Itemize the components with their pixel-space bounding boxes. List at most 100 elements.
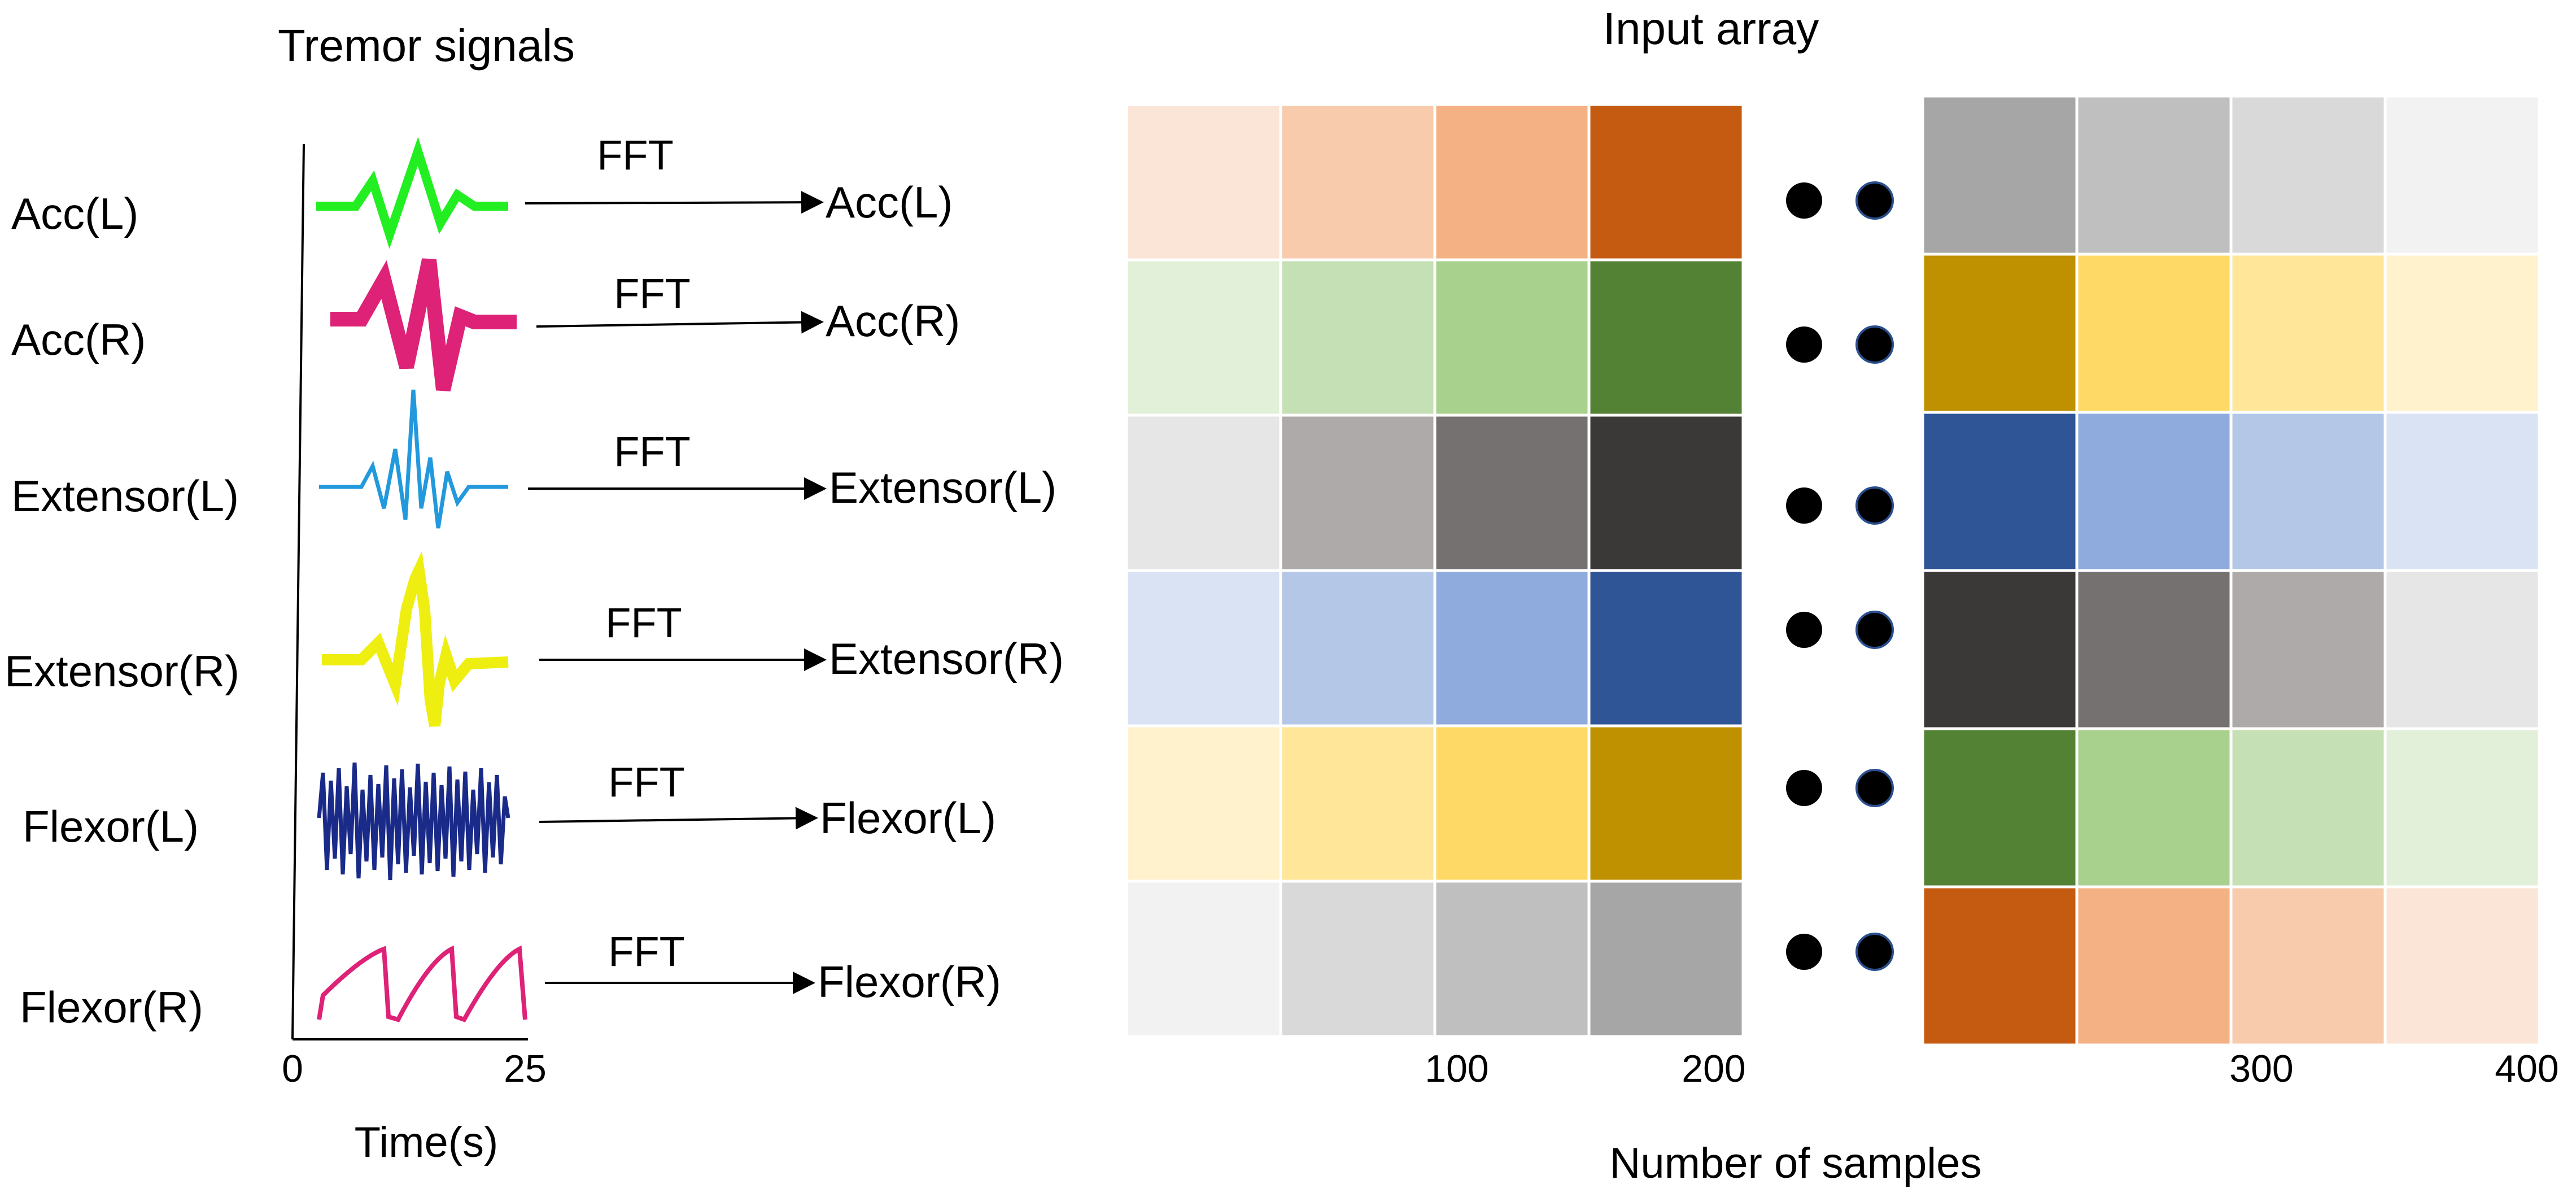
left-block-cell-r3-c1 [1279, 569, 1437, 728]
left-block-cell-r5-c2 [1433, 879, 1591, 1038]
ellipsis-dots [1786, 181, 1894, 971]
right-block-cell-r2-c2 [2229, 411, 2387, 572]
transformed-label-flexor-l: Flexor(L) [820, 793, 996, 843]
samples-x-tick-300: 300 [2229, 1047, 2293, 1090]
row-label-flexor-l: Flexor(L) [23, 802, 199, 851]
row-label-extensor-r: Extensor(R) [5, 646, 239, 696]
right-block-cell-r3-c0 [1921, 569, 2079, 730]
ellipsis-dot [1786, 487, 1822, 524]
right-block-cell-r1-c0 [1921, 252, 2079, 414]
left-block-cell-r0-c0 [1125, 103, 1282, 262]
row-label-acc-l: Acc(L) [11, 189, 138, 238]
left-block-cell-r0-c3 [1587, 103, 1745, 262]
input-array-left-block [1125, 103, 1745, 1038]
ellipsis-dot [1855, 611, 1894, 649]
signal-acc-l [316, 137, 508, 249]
right-block-cell-r4-c1 [2075, 727, 2233, 889]
left-block-cell-r2-c0 [1125, 413, 1282, 572]
row-label-acc-r: Acc(R) [11, 315, 146, 364]
signal-flexor-l [317, 762, 510, 881]
left-block-cell-r4-c0 [1125, 724, 1282, 883]
right-block-cell-r4-c2 [2229, 727, 2387, 889]
left-block-cell-r1-c2 [1433, 258, 1591, 417]
left-block-cell-r1-c0 [1125, 258, 1282, 417]
fft-label: FFT [614, 428, 691, 475]
left-block-cell-r3-c0 [1125, 569, 1282, 728]
right-block-cell-r0-c2 [2229, 94, 2387, 256]
signals-x-tick-0: 0 [282, 1047, 303, 1090]
right-block-cell-r3-c2 [2229, 569, 2387, 730]
ellipsis-dot [1786, 770, 1822, 806]
fft-label: FFT [608, 928, 685, 975]
row-label-extensor-l: Extensor(L) [11, 471, 239, 521]
right-panel-title: Input array [1603, 3, 1819, 54]
left-block-cell-r0-c2 [1433, 103, 1591, 262]
left-block-cell-r1-c3 [1587, 258, 1745, 417]
samples-x-axis-title: Number of samples [1610, 1139, 1982, 1187]
left-block-cell-r5-c1 [1279, 879, 1437, 1038]
left-block-cell-r4-c1 [1279, 724, 1437, 883]
ellipsis-dot [1855, 933, 1894, 971]
fft-label: FFT [608, 759, 685, 806]
fft-arrow-extensor-r: FFT Extensor(R) [539, 599, 1064, 683]
signals-x-axis-title: Time(s) [355, 1118, 499, 1166]
ellipsis-dot [1855, 769, 1894, 807]
ellipsis-dot [1786, 182, 1822, 219]
left-block-cell-r2-c3 [1587, 413, 1745, 572]
fft-label: FFT [597, 132, 674, 178]
samples-x-tick-200: 200 [1682, 1047, 1745, 1090]
signal-extensor-l [319, 389, 508, 529]
left-block-cell-r2-c1 [1279, 413, 1437, 572]
transformed-label-extensor-l: Extensor(L) [829, 463, 1056, 512]
fft-label: FFT [614, 270, 691, 317]
ellipsis-dot [1786, 326, 1822, 363]
right-block-cell-r2-c1 [2075, 411, 2233, 572]
samples-x-tick-100: 100 [1425, 1047, 1488, 1090]
row-label-flexor-r: Flexor(R) [20, 982, 203, 1032]
right-block-cell-r5-c3 [2383, 885, 2541, 1047]
right-block-cell-r3-c1 [2075, 569, 2233, 730]
ellipsis-dot [1855, 325, 1894, 364]
ellipsis-dot [1786, 934, 1822, 970]
left-block-cell-r4-c2 [1433, 724, 1591, 883]
transformed-label-extensor-r: Extensor(R) [829, 634, 1064, 683]
right-block-cell-r2-c0 [1921, 411, 2079, 572]
right-block-cell-r4-c0 [1921, 727, 2079, 889]
fft-arrow-flexor-l: FFT Flexor(L) [539, 759, 996, 843]
right-block-cell-r1-c3 [2383, 252, 2541, 414]
left-block-cell-r4-c3 [1587, 724, 1745, 883]
signals-x-tick-25: 25 [504, 1047, 547, 1090]
right-block-cell-r5-c0 [1921, 885, 2079, 1047]
left-block-cell-r0-c1 [1279, 103, 1437, 262]
left-block-cell-r3-c2 [1433, 569, 1591, 728]
transformed-label-flexor-r: Flexor(R) [818, 957, 1001, 1007]
right-block-cell-r5-c1 [2075, 885, 2233, 1047]
fft-arrow-flexor-r: FFT Flexor(R) [545, 928, 1001, 1007]
samples-x-tick-400: 400 [2495, 1047, 2558, 1090]
left-block-cell-r5-c0 [1125, 879, 1282, 1038]
right-block-cell-r0-c1 [2075, 94, 2233, 256]
signal-flexor-r [317, 945, 527, 1022]
right-block-cell-r1-c1 [2075, 252, 2233, 414]
transformed-label-acc-r: Acc(R) [826, 296, 960, 346]
ellipsis-dot [1786, 612, 1822, 648]
right-block-cell-r4-c3 [2383, 727, 2541, 889]
fft-label: FFT [605, 599, 682, 646]
right-block-cell-r3-c3 [2383, 569, 2541, 730]
right-block-cell-r0-c0 [1921, 94, 2079, 256]
signals-y-axis [291, 143, 305, 1040]
left-block-cell-r5-c3 [1587, 879, 1745, 1038]
right-block-cell-r2-c3 [2383, 411, 2541, 572]
left-block-cell-r2-c2 [1433, 413, 1591, 572]
left-block-cell-r1-c1 [1279, 258, 1437, 417]
left-block-cell-r3-c3 [1587, 569, 1745, 728]
left-panel-title: Tremor signals [278, 20, 575, 71]
fft-arrow-extensor-l: FFT Extensor(L) [528, 428, 1056, 512]
right-block-cell-r5-c2 [2229, 885, 2387, 1047]
transformed-label-acc-l: Acc(L) [826, 177, 953, 227]
right-block-cell-r0-c3 [2383, 94, 2541, 256]
signal-acc-r [330, 258, 517, 391]
ellipsis-dot [1855, 181, 1894, 220]
fft-arrow-acc-l: FFT Acc(L) [525, 132, 953, 227]
